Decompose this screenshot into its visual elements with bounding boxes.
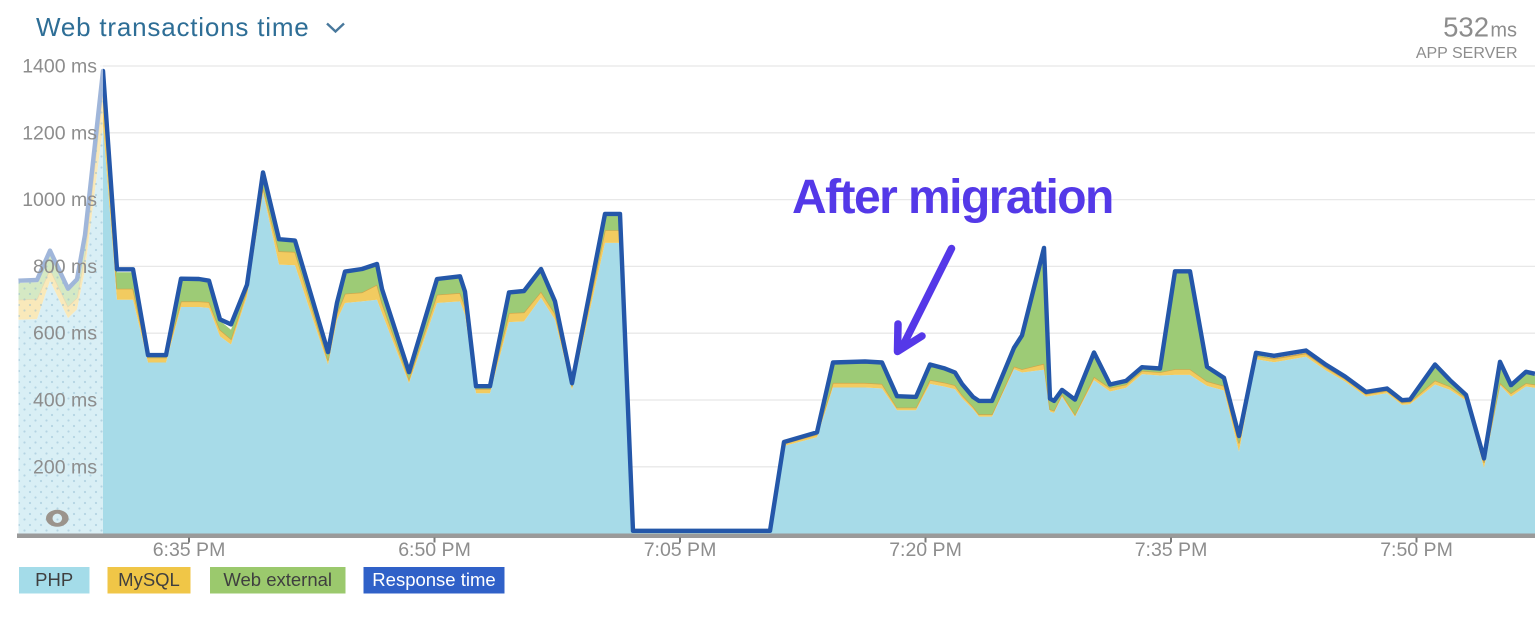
svg-text:Web external: Web external (223, 569, 332, 590)
svg-text:400 ms: 400 ms (33, 390, 97, 412)
svg-text:600 ms: 600 ms (33, 323, 97, 345)
svg-text:1200 ms: 1200 ms (22, 122, 97, 144)
svg-text:After migration: After migration (792, 171, 1113, 224)
svg-text:7:50 PM: 7:50 PM (1380, 539, 1453, 561)
svg-text:7:05 PM: 7:05 PM (644, 539, 717, 561)
svg-text:6:50 PM: 6:50 PM (398, 539, 471, 561)
svg-text:7:20 PM: 7:20 PM (889, 539, 962, 561)
svg-text:ms: ms (1490, 20, 1517, 42)
svg-text:800 ms: 800 ms (33, 256, 97, 278)
svg-text:Web transactions time: Web transactions time (36, 12, 310, 42)
svg-text:PHP: PHP (35, 569, 73, 590)
svg-text:MySQL: MySQL (118, 569, 180, 590)
svg-text:APP SERVER: APP SERVER (1416, 45, 1518, 62)
svg-text:Response time: Response time (372, 569, 495, 590)
svg-text:7:35 PM: 7:35 PM (1135, 539, 1208, 561)
svg-text:200 ms: 200 ms (33, 456, 97, 478)
svg-text:6:35 PM: 6:35 PM (153, 539, 226, 561)
svg-text:1000 ms: 1000 ms (22, 189, 97, 211)
svg-text:1400 ms: 1400 ms (22, 56, 97, 78)
svg-text:532: 532 (1443, 12, 1489, 43)
